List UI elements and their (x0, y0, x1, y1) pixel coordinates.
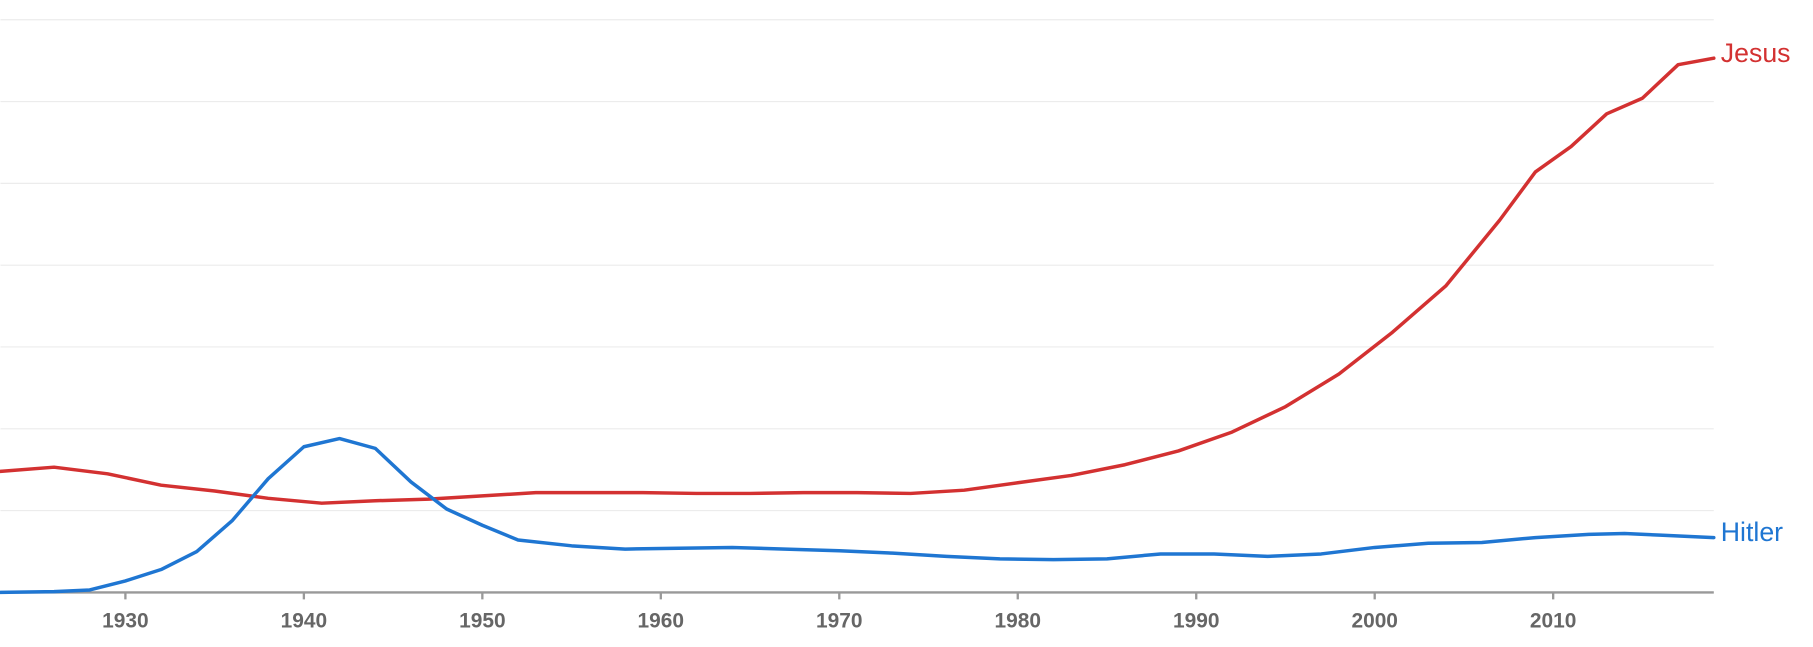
legend-label: Hitler (1721, 517, 1783, 547)
x-tick-label: 2000 (1351, 609, 1397, 632)
x-tick-label: 2010 (1530, 609, 1576, 632)
x-tick-label: 1970 (816, 609, 862, 632)
x-tick-label: 1940 (281, 609, 327, 632)
series-line (0, 436, 1716, 595)
x-tick-label: 1950 (459, 609, 505, 632)
x-tick-label: 1980 (995, 609, 1041, 632)
x-tick-label: 1960 (638, 609, 684, 632)
series-line (0, 56, 1716, 505)
x-tick-label: 1930 (102, 609, 148, 632)
x-tick-label: 1990 (1173, 609, 1219, 632)
legend-label: Jesus (1721, 38, 1791, 68)
